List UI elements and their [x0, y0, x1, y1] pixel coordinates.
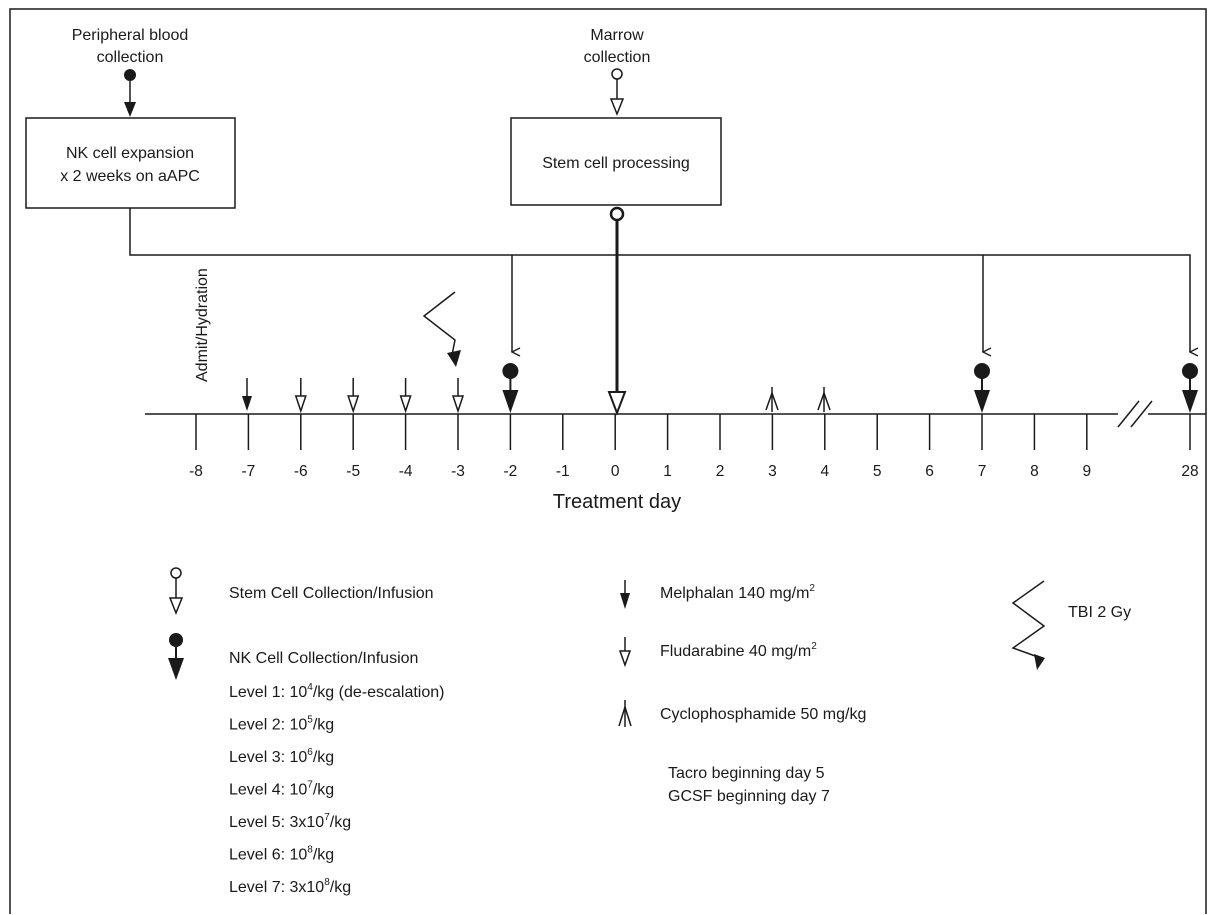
dose-level-6: Level 6: 108/kg [229, 845, 334, 864]
dose-level-2: Level 2: 105/kg [229, 715, 334, 734]
legend-nk-cell-icon [168, 633, 184, 680]
nk-expansion-box [25, 117, 236, 209]
legend-melphalan-icon [620, 580, 630, 609]
tick-label-day--2: -2 [504, 463, 518, 480]
fludarabine-markers [294, 378, 465, 414]
dose-level-3: Level 3: 106/kg [229, 747, 334, 766]
nk-distribution-line [129, 208, 1190, 352]
outer-frame [9, 8, 1207, 914]
legend-stem-cell-text: Stem Cell Collection/Infusion [229, 585, 434, 602]
nk-expansion-text-2: x 2 weeks on aAPC [60, 168, 200, 185]
nk-infusion-markers [502, 363, 1198, 413]
legend-tbi-text: TBI 2 Gy [1068, 604, 1131, 621]
dose-level-4: Level 4: 107/kg [229, 780, 334, 799]
legend-fludarabine-text: Fludarabine 40 mg/m2 [660, 641, 817, 660]
tick-label-day-2: 2 [716, 463, 725, 480]
tick-label-day--4: -4 [399, 463, 413, 480]
peripheral-blood-label-2: collection [97, 49, 164, 66]
nk-dose-levels: Level 1: 104/kg (de-escalation) Level 2: … [229, 682, 444, 896]
melphalan-marker-day-minus7 [242, 378, 252, 411]
tick-label-day--7: -7 [242, 463, 256, 480]
tick-label-day-5: 5 [873, 463, 882, 480]
tick-label-day--8: -8 [189, 463, 203, 480]
legend-melphalan-text: Melphalan 140 mg/m2 [660, 583, 815, 602]
admit-hydration-label: Admit/Hydration [194, 268, 211, 382]
legend-tacro-text: Tacro beginning day 5 [668, 765, 825, 782]
marrow-collection-icon [609, 68, 625, 117]
legend-nk-cell-text: NK Cell Collection/Infusion [229, 650, 418, 667]
tick-label-day-0: 0 [611, 463, 620, 480]
legend-cyclophosphamide-text: Cyclophosphamide 50 mg/kg [660, 706, 866, 723]
dose-level-7: Level 7: 3x108/kg [229, 877, 351, 896]
fludarabine-marker-day--6 [294, 378, 307, 414]
stem-processing-text: Stem cell processing [542, 155, 690, 172]
legend-fludarabine-icon [618, 637, 632, 668]
tick-label-day--5: -5 [346, 463, 360, 480]
peripheral-collection-icon [124, 69, 136, 117]
tick-label-day-7: 7 [978, 463, 987, 480]
tick-label-day--6: -6 [294, 463, 308, 480]
tick-label-day-1: 1 [663, 463, 672, 480]
tick-label-day-9: 9 [1082, 463, 1091, 480]
legend-tbi-icon [1011, 580, 1046, 670]
tbi-zigzag-icon [422, 291, 461, 367]
marrow-collection-label: Marrow [590, 27, 644, 44]
tick-label-day-8: 8 [1030, 463, 1039, 480]
dose-level-5: Level 5: 3x107/kg [229, 812, 351, 831]
dose-level-1: Level 1: 104/kg (de-escalation) [229, 682, 444, 701]
stem-infusion-line [607, 206, 627, 416]
tick-label-day-4: 4 [820, 463, 829, 480]
fludarabine-marker-day--4 [399, 378, 412, 414]
legend-gcsf-text: GCSF beginning day 7 [668, 788, 830, 805]
nk-infusion-marker-day--2 [502, 363, 519, 413]
tick-label-day--3: -3 [451, 463, 465, 480]
nk-infusion-marker-day-7 [974, 363, 990, 413]
legend-cyclophosphamide-icon [618, 700, 632, 727]
axis-break-icon [1117, 400, 1153, 428]
nk-expansion-text-1: NK cell expansion [66, 145, 194, 162]
peripheral-blood-label: Peripheral blood [72, 27, 189, 44]
timeline-ticks: -8 -7 -6 -5 -4 -3 -2 -1 0 1 2 3 4 5 6 7 8 9 28 [189, 414, 1199, 480]
fludarabine-marker-day--5 [347, 378, 360, 414]
nk-infusion-marker-day-28 [1182, 363, 1198, 413]
tick-label-day--1: -1 [556, 463, 570, 480]
stem-processing-box [510, 117, 722, 206]
tick-label-day-3: 3 [768, 463, 777, 480]
cyclophosphamide-marker-day-4 [817, 387, 831, 412]
tick-label-day-28: 28 [1181, 463, 1198, 480]
marrow-collection-label-2: collection [584, 49, 651, 66]
legend-stem-cell-icon [168, 567, 184, 616]
fludarabine-marker-day--3 [451, 378, 465, 414]
tick-label-day-6: 6 [925, 463, 934, 480]
cyclophosphamide-marker-day-3 [765, 387, 779, 412]
treatment-day-xlabel: Treatment day [553, 491, 681, 513]
